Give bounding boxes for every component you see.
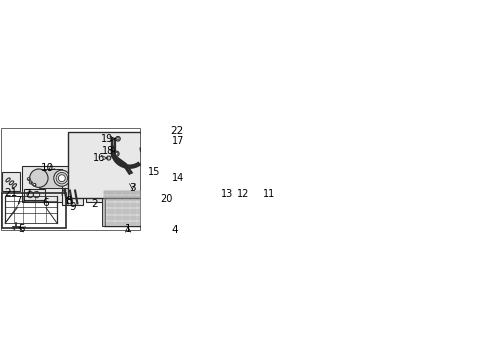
Circle shape xyxy=(156,167,159,170)
Text: 3: 3 xyxy=(129,183,135,193)
Text: 7: 7 xyxy=(24,189,31,199)
Circle shape xyxy=(175,179,179,183)
Bar xyxy=(86,188,102,202)
Text: 12: 12 xyxy=(236,189,249,199)
Circle shape xyxy=(33,183,36,186)
Circle shape xyxy=(115,152,118,155)
Circle shape xyxy=(30,169,48,188)
Text: 21: 21 xyxy=(4,188,18,198)
Text: 17: 17 xyxy=(172,136,184,146)
Circle shape xyxy=(27,177,30,180)
Bar xyxy=(67,131,160,198)
Bar xyxy=(166,133,186,153)
Bar xyxy=(39,169,61,188)
Circle shape xyxy=(253,179,260,185)
Bar xyxy=(2,193,65,228)
Bar xyxy=(164,183,187,228)
Bar xyxy=(22,166,70,202)
Circle shape xyxy=(237,177,245,186)
Text: 1: 1 xyxy=(124,224,131,234)
Circle shape xyxy=(106,156,110,160)
Text: 4: 4 xyxy=(171,225,178,235)
Circle shape xyxy=(116,136,120,141)
Text: 9: 9 xyxy=(69,202,76,212)
Circle shape xyxy=(114,151,119,156)
Text: 10: 10 xyxy=(40,163,53,173)
Bar xyxy=(102,190,104,226)
Bar xyxy=(103,189,160,192)
Circle shape xyxy=(63,189,66,192)
Text: 20: 20 xyxy=(160,194,172,204)
Text: 6: 6 xyxy=(42,198,49,208)
Circle shape xyxy=(233,174,249,190)
Circle shape xyxy=(29,181,32,184)
Text: 13: 13 xyxy=(221,189,233,199)
Bar xyxy=(103,190,160,226)
Circle shape xyxy=(246,172,266,192)
Circle shape xyxy=(230,171,252,193)
Text: 14: 14 xyxy=(172,174,184,184)
Text: 8: 8 xyxy=(65,197,72,207)
Bar xyxy=(61,188,83,205)
Text: 15: 15 xyxy=(147,167,160,177)
Text: 18: 18 xyxy=(102,146,114,156)
Circle shape xyxy=(56,172,67,184)
Circle shape xyxy=(69,189,71,192)
Circle shape xyxy=(54,170,70,186)
Text: 7: 7 xyxy=(16,197,22,207)
Circle shape xyxy=(244,170,268,194)
Bar xyxy=(2,172,20,190)
Circle shape xyxy=(58,175,65,182)
Text: 11: 11 xyxy=(263,189,275,199)
Text: 22: 22 xyxy=(170,126,183,136)
Text: 19: 19 xyxy=(101,134,113,144)
Circle shape xyxy=(117,138,119,140)
Bar xyxy=(158,190,160,226)
Text: 2: 2 xyxy=(91,199,97,210)
Text: 5: 5 xyxy=(18,224,25,234)
Bar xyxy=(5,196,57,223)
Bar xyxy=(24,189,45,200)
Bar xyxy=(172,196,178,200)
Circle shape xyxy=(74,189,76,192)
Text: 16: 16 xyxy=(93,153,105,163)
